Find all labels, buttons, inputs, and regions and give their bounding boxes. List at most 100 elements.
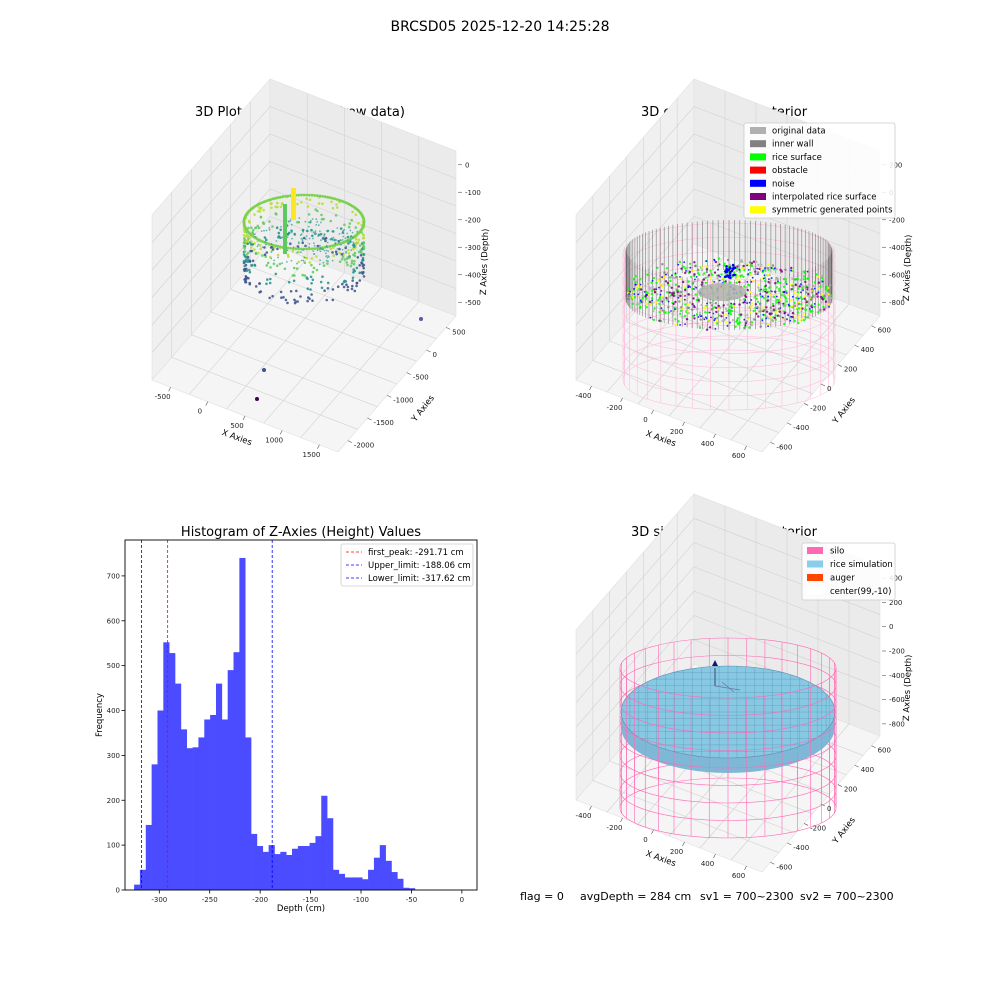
classified-point — [725, 320, 728, 324]
raw-rim-point — [284, 194, 287, 198]
classified-point — [773, 316, 776, 320]
y-tick-mark — [871, 745, 876, 748]
x-tick-mark — [589, 385, 592, 391]
raw-outlier — [255, 397, 259, 401]
raw-point — [283, 267, 287, 271]
classified-point — [710, 316, 712, 319]
classified-point — [651, 285, 654, 288]
raw-point — [351, 279, 355, 282]
raw-rim-point — [328, 196, 332, 200]
classified-point — [637, 293, 640, 296]
raw-point — [353, 260, 356, 263]
z-tick-label: -200 — [465, 216, 481, 224]
classified-point — [693, 280, 696, 283]
classified-point — [673, 276, 676, 280]
raw-point — [250, 246, 253, 249]
classified-point — [672, 302, 675, 306]
raw-point — [248, 268, 251, 272]
classified-point — [631, 296, 634, 299]
classified-point — [765, 291, 769, 294]
classified-point — [750, 280, 753, 283]
raw-point — [279, 205, 283, 209]
classified-point — [748, 326, 751, 329]
y-tick-label: 200 — [844, 786, 857, 794]
status-sv2: sv2 = 700~2300 — [800, 890, 894, 903]
raw-inner-point — [346, 232, 349, 235]
x-tick-label: -200 — [607, 404, 623, 412]
raw-point — [268, 281, 272, 285]
classified-point — [788, 315, 791, 318]
histogram-axis-ticks: -300 -250 -200 -150 -100 -50 0 0 100 200 300 400 500… — [107, 572, 464, 904]
simulation-legend: silo rice simulation auger center(99,-10) — [801, 542, 896, 601]
classified-point — [650, 289, 654, 292]
raw-outlier — [419, 317, 423, 321]
classified-point — [750, 324, 754, 327]
x-tick-mark — [205, 401, 209, 406]
raw-inner-point — [319, 259, 321, 262]
raw-point — [256, 224, 260, 228]
histogram-bar — [303, 846, 310, 890]
z-tick-label: 0 — [889, 623, 893, 631]
raw-inner-point — [327, 229, 330, 232]
classified-point — [656, 293, 659, 296]
classified-point — [713, 281, 716, 283]
classified-point — [722, 264, 726, 267]
classified-point — [800, 291, 802, 294]
noise-cluster-point — [724, 270, 728, 274]
classified-point — [693, 314, 696, 317]
classified-point — [726, 325, 729, 327]
classified-point — [804, 316, 807, 319]
raw-inner-point — [305, 235, 308, 238]
classified-point — [797, 287, 800, 290]
classified-point — [649, 316, 652, 319]
raw-rim-point — [302, 193, 306, 197]
classified-point — [809, 298, 813, 301]
classified-point — [796, 291, 800, 294]
classified-point — [802, 289, 804, 292]
raw-point — [331, 288, 335, 291]
classified-point — [698, 313, 702, 317]
raw-point — [354, 226, 358, 229]
raw-point — [332, 254, 336, 257]
grid-line — [730, 303, 850, 441]
histogram-bar — [403, 887, 410, 890]
histogram-reference-lines — [141, 540, 273, 890]
raw-point — [362, 275, 366, 278]
raw-inner-point — [309, 221, 312, 224]
classified-point — [699, 318, 702, 321]
classified-point — [743, 318, 746, 321]
raw-point — [335, 252, 339, 256]
classified-point — [766, 323, 770, 326]
classified-point — [680, 267, 683, 270]
raw-point — [275, 264, 279, 268]
classified-point — [779, 298, 783, 301]
raw-rim-point — [271, 197, 275, 201]
classified-point — [760, 263, 763, 266]
raw-inner-point — [311, 218, 314, 220]
raw-rim-point — [323, 245, 327, 249]
raw-inner-point — [342, 252, 344, 255]
histogram-panel: Histogram of Z-Axies (Height) Values -30… — [95, 525, 478, 914]
classified-point — [760, 288, 762, 291]
raw-point — [296, 300, 300, 303]
classified-point — [778, 287, 781, 291]
classified-point — [687, 280, 690, 283]
y-tick-mark — [787, 422, 792, 426]
classified-point — [735, 320, 738, 323]
classified-point — [770, 267, 773, 269]
classified-point — [661, 300, 664, 303]
raw-inner-point — [315, 224, 318, 226]
histogram-bar — [332, 869, 340, 890]
noise-cluster-point — [732, 264, 735, 267]
raw-rim-point — [313, 194, 317, 197]
classified-point — [758, 302, 762, 305]
raw-inner-point — [312, 250, 315, 253]
grid-line — [151, 106, 457, 243]
raw-inner-point — [296, 262, 298, 265]
raw-point — [249, 249, 252, 253]
classified-point — [753, 318, 756, 321]
classified-point — [687, 286, 690, 289]
classified-point — [724, 313, 727, 316]
classified-point — [769, 289, 772, 293]
classified-point — [754, 303, 758, 306]
